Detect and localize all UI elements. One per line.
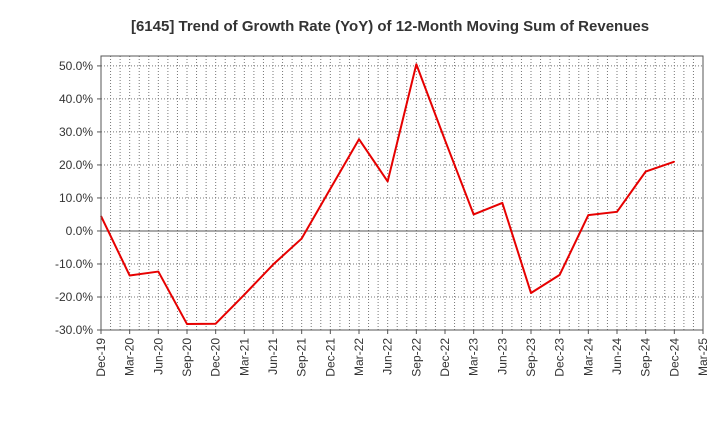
x-tick-label: Jun-24 [610, 338, 624, 375]
x-tick-label: Dec-22 [438, 338, 452, 377]
data-point [387, 180, 389, 183]
data-point [301, 237, 303, 240]
data-point [530, 292, 532, 294]
data-point [157, 270, 159, 273]
x-tick-label: Mar-22 [352, 338, 366, 376]
x-axis-tick-labels: Dec-19 Mar-20 Jun-20 Sep-20 Dec-20 Mar-21 Jun-… [94, 330, 710, 377]
data-point [215, 323, 217, 325]
x-tick-label: Mar-24 [581, 338, 595, 376]
y-tick-label: -20.0% [55, 290, 93, 304]
data-point [444, 139, 446, 141]
x-tick-label: Jun-21 [266, 338, 280, 375]
x-tick-label: Jun-20 [151, 338, 165, 375]
x-tick-label: Mar-23 [467, 338, 481, 376]
x-tick-label: Mar-25 [696, 338, 710, 376]
x-tick-label: Dec-21 [323, 338, 337, 377]
data-point [673, 161, 675, 163]
plot-frame [100, 55, 704, 331]
x-tick-label: Sep-22 [409, 338, 423, 377]
grid [101, 56, 703, 331]
y-axis-tick-labels: 50.0% 40.0% 30.0% 20.0% 10.0% 0.0% -10.0% -20.0… [55, 59, 101, 337]
y-tick-label: 30.0% [59, 125, 93, 139]
x-tick-label: Sep-23 [524, 338, 538, 377]
x-tick-label: Dec-19 [94, 338, 108, 377]
data-point [616, 211, 618, 213]
y-tick-label: -30.0% [55, 323, 93, 337]
x-tick-label: Jun-22 [381, 338, 395, 375]
y-tick-label: 0.0% [66, 224, 94, 238]
data-point [329, 188, 331, 190]
data-point [129, 274, 131, 277]
x-tick-label: Sep-20 [180, 338, 194, 377]
y-tick-label: -10.0% [55, 257, 93, 271]
x-tick-label: Mar-20 [123, 338, 137, 376]
data-point [587, 214, 589, 216]
data-point [501, 202, 503, 204]
x-tick-label: Dec-20 [209, 338, 223, 377]
y-tick-label: 10.0% [59, 191, 93, 205]
data-point [272, 264, 274, 266]
chart-title: [6145] Trend of Growth Rate (YoY) of 12-… [131, 18, 649, 35]
data-point [645, 170, 647, 173]
x-tick-label: Sep-24 [639, 338, 653, 377]
data-point [358, 138, 360, 140]
data-point [243, 294, 245, 296]
y-tick-label: 20.0% [59, 158, 93, 172]
data-point [559, 274, 561, 276]
x-tick-label: Sep-21 [295, 338, 309, 377]
y-tick-label: 40.0% [59, 92, 93, 106]
x-tick-label: Mar-21 [237, 338, 251, 376]
data-point [473, 213, 475, 216]
x-tick-label: Dec-24 [667, 338, 681, 377]
y-tick-label: 50.0% [59, 59, 93, 73]
data-point [415, 63, 417, 65]
data-point [186, 323, 188, 325]
x-tick-label: Jun-23 [495, 338, 509, 375]
series [100, 63, 675, 326]
plot-border [100, 55, 704, 331]
x-tick-label: Dec-23 [553, 338, 567, 377]
